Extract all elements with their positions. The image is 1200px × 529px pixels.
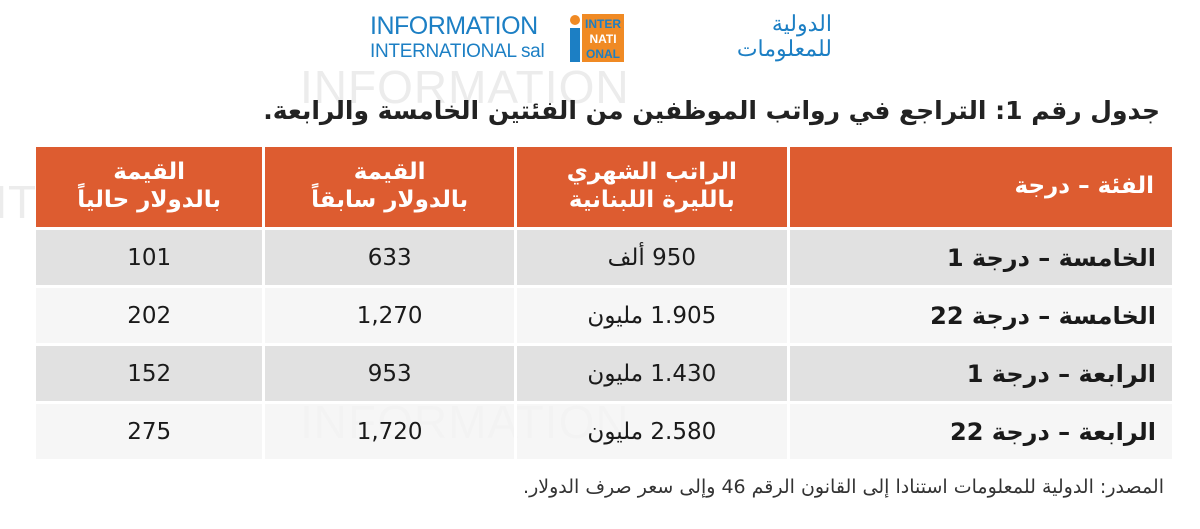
svg-text:ONAL: ONAL (586, 47, 620, 61)
cell-category: الخامسة – درجة 1 (786, 227, 1172, 285)
table-header-row: الفئة – درجة الراتب الشهري بالليرة اللبن… (36, 147, 1172, 227)
cell-category: الرابعة – درجة 22 (786, 401, 1172, 459)
logo-english-text: INFORMATION INTERNATIONAL sal (370, 12, 545, 62)
logo-line-1: INFORMATION (370, 12, 538, 40)
logo-mark-icon: INTER NATI ONAL (570, 14, 624, 62)
cell-usd-now: 152 (36, 343, 263, 401)
cell-usd-before: 953 (262, 343, 515, 401)
cell-category: الرابعة – درجة 1 (786, 343, 1172, 401)
svg-text:INTER: INTER (585, 17, 621, 31)
cell-usd-before: 1,720 (262, 401, 515, 459)
cell-usd-now: 202 (36, 285, 263, 343)
table-row: الرابعة – درجة 22 2.580 مليون 1,720 275 (36, 401, 1172, 459)
salary-table: الفئة – درجة الراتب الشهري بالليرة اللبن… (36, 147, 1172, 459)
logo-ar-line-1: الدولية (771, 12, 832, 37)
cell-usd-before: 1,270 (262, 285, 515, 343)
cell-salary-lbp: 1.430 مليون (514, 343, 787, 401)
table-row: الخامسة – درجة 22 1.905 مليون 1,270 202 (36, 285, 1172, 343)
brand-logo: INFORMATION INTERNATIONAL sal INTER NATI… (370, 10, 832, 66)
table-title: جدول رقم 1: التراجع في رواتب الموظفين من… (263, 96, 1160, 125)
cell-usd-now: 101 (36, 227, 263, 285)
cell-salary-lbp: 950 ألف (514, 227, 787, 285)
cell-salary-lbp: 1.905 مليون (514, 285, 787, 343)
header-category: الفئة – درجة (786, 147, 1172, 227)
header-usd-before: القيمة بالدولار سابقاً (262, 147, 515, 227)
source-note: المصدر: الدولية للمعلومات استنادا إلى ال… (523, 476, 1164, 498)
header-usd-now: القيمة بالدولار حالياً (36, 147, 263, 227)
cell-category: الخامسة – درجة 22 (786, 285, 1172, 343)
logo-line-2: INTERNATIONAL sal (370, 41, 545, 62)
logo-arabic-text: الدولية للمعلومات (642, 12, 832, 63)
svg-text:NATI: NATI (589, 32, 616, 46)
table-row: الرابعة – درجة 1 1.430 مليون 953 152 (36, 343, 1172, 401)
header-salary-lbp: الراتب الشهري بالليرة اللبنانية (514, 147, 787, 227)
logo-ar-line-2: للمعلومات (736, 37, 832, 63)
cell-usd-now: 275 (36, 401, 263, 459)
table-row: الخامسة – درجة 1 950 ألف 633 101 (36, 227, 1172, 285)
cell-salary-lbp: 2.580 مليون (514, 401, 787, 459)
cell-usd-before: 633 (262, 227, 515, 285)
